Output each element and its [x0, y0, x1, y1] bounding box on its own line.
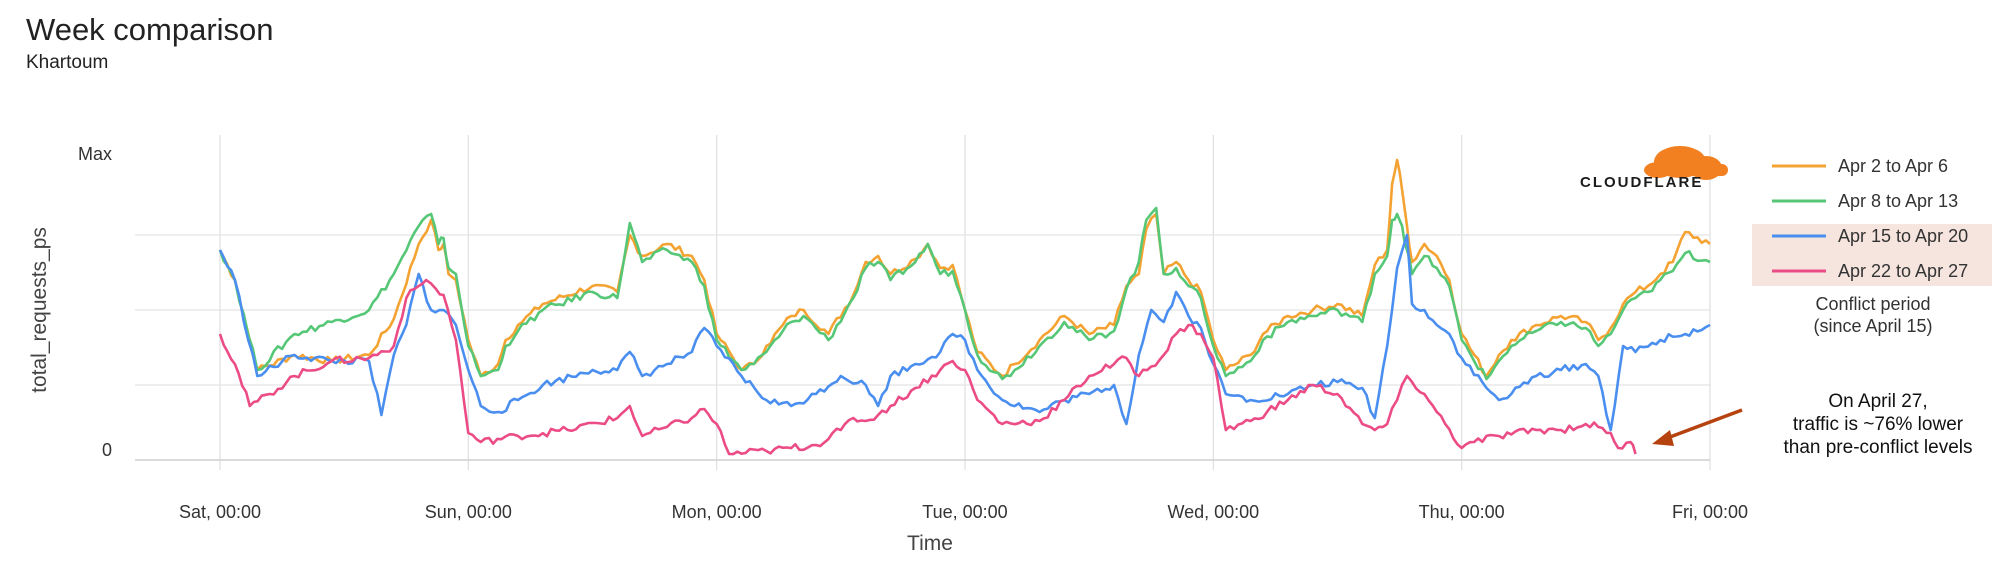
y-tick-label: Max [78, 144, 112, 164]
cloudflare-logo-text: CLOUDFLARE [1580, 174, 1703, 191]
cloud-icon-part [1644, 162, 1672, 178]
annotation-arrow [1661, 408, 1743, 442]
legend-label: Apr 15 to Apr 20 [1838, 226, 1968, 246]
series-line [218, 233, 1711, 432]
cloud-icon [1644, 146, 1728, 180]
x-tick-label: Wed, 00:00 [1167, 502, 1259, 522]
chart-title: Week comparison [26, 12, 274, 47]
chart-subtitle: Khartoum [26, 52, 109, 73]
x-tick-label: Sat, 00:00 [179, 502, 261, 522]
axes: Sat, 00:00 Sun, 00:00 Mon, 00:00 Tue, 00:00… [28, 144, 1748, 555]
annotation-text: On April 27, [1828, 391, 1927, 412]
series-line [218, 206, 1711, 381]
annotation-arrowhead [1652, 430, 1674, 446]
legend-label: Apr 22 to Apr 27 [1838, 261, 1968, 281]
cloudflare-logo: CLOUDFLARE [1580, 146, 1728, 191]
x-axis-title: Time [907, 532, 953, 555]
y-tick-label: 0 [102, 440, 112, 460]
x-tick-label: Thu, 00:00 [1419, 502, 1505, 522]
x-tick-label: Tue, 00:00 [922, 502, 1007, 522]
x-tick-label: Mon, 00:00 [672, 502, 762, 522]
grid [135, 135, 1711, 470]
y-axis-title: total_requests_ps [28, 227, 51, 393]
legend: Apr 2 to Apr 6 Apr 8 to Apr 13 Apr 15 to A… [1752, 156, 1992, 336]
annotation-text: than pre-conflict levels [1783, 437, 1972, 458]
series-lines [218, 158, 1711, 456]
series-line [218, 278, 1637, 456]
conflict-period-label: Conflict period [1815, 294, 1930, 314]
annotation-text: traffic is ~76% lower [1793, 414, 1964, 435]
conflict-period-label: (since April 15) [1813, 316, 1932, 336]
legend-label: Apr 8 to Apr 13 [1838, 191, 1958, 211]
conflict-period-highlight [1752, 224, 1992, 286]
x-tick-label: Sun, 00:00 [425, 502, 512, 522]
legend-label: Apr 2 to Apr 6 [1838, 156, 1948, 176]
x-tick-label: Fri, 00:00 [1672, 502, 1748, 522]
